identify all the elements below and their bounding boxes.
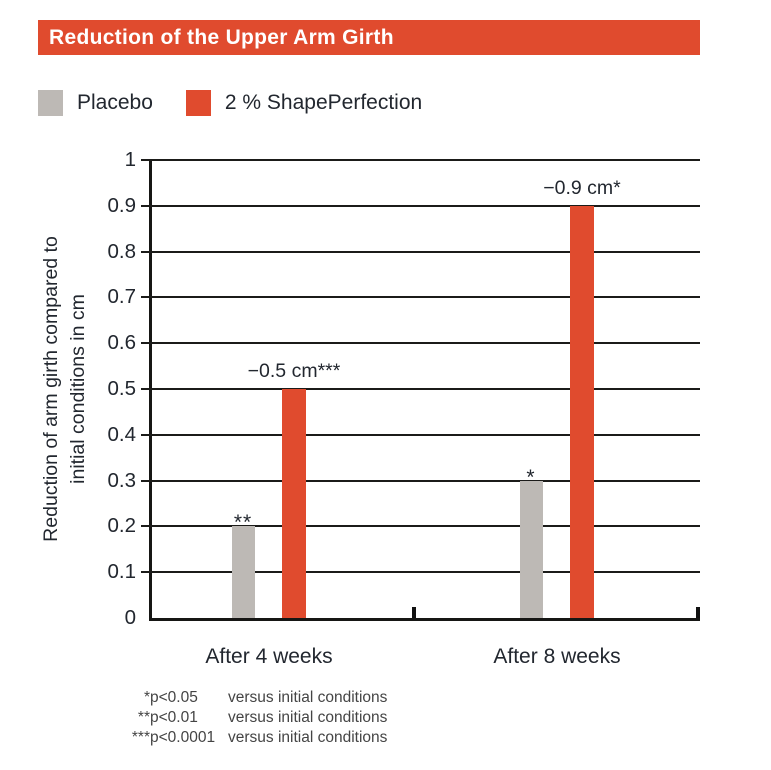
- x-category-label: After 8 weeks: [493, 645, 621, 668]
- bar-shapeperfection-2: [570, 206, 594, 618]
- x-category-label: After 4 weeks: [205, 645, 333, 668]
- x-axis-tick: [412, 607, 416, 618]
- footnote-pvalue: p<0.0001: [150, 729, 216, 746]
- footnotes: * p<0.05 versus initial conditions ** p<…: [124, 688, 388, 748]
- legend-label-shapeperfection: 2 % ShapePerfection: [224, 91, 423, 114]
- footnote-text: versus initial conditions: [228, 729, 388, 746]
- bar-value-label: *: [526, 466, 536, 489]
- y-tick-label: 1: [124, 148, 136, 171]
- gridline: [141, 342, 700, 345]
- y-tick-label: 0.4: [107, 422, 137, 446]
- footnote-stars: **: [137, 709, 150, 726]
- plot-area: 0 0.1 0.2 0.3 0.4 0.5 0.6 0.7 0.8 0.9 1 ** * −0.5 cm*…: [108, 148, 700, 668]
- bar-value-label: **: [233, 511, 253, 534]
- legend-item-shapeperfection: 2 % ShapePerfection: [185, 90, 423, 116]
- y-tick-label: 0.3: [107, 468, 137, 492]
- bar-placebo-2: [519, 481, 543, 618]
- shapeperfection-swatch-icon: [185, 90, 211, 116]
- bar-value-label: −0.9 cm*: [543, 177, 621, 199]
- chart-title: Reduction of the Upper Arm Girth: [49, 26, 394, 49]
- legend-label-placebo: Placebo: [77, 91, 153, 114]
- gridline: [141, 159, 700, 161]
- legend: Placebo 2 % ShapePerfection: [38, 90, 422, 116]
- bar-value-label: −0.5 cm***: [247, 360, 341, 382]
- y-tick-label: 0.6: [107, 331, 137, 355]
- gridline: [141, 250, 700, 253]
- gridline: [141, 433, 700, 436]
- gridline: [141, 525, 700, 528]
- legend-item-placebo: Placebo: [38, 90, 153, 116]
- y-axis-title-wrap: Reduction of arm girth compared to initi…: [28, 160, 102, 618]
- y-tick-label: 0: [124, 606, 136, 629]
- gridline: [141, 388, 700, 390]
- footnote-pvalue: p<0.01: [150, 709, 198, 726]
- footnote-row: * p<0.05 versus initial conditions: [124, 688, 387, 708]
- y-tick-label: 0.8: [107, 239, 137, 263]
- footnote-stars: ***: [131, 729, 150, 746]
- placebo-swatch-icon: [38, 90, 63, 116]
- chart-title-bar: Reduction of the Upper Arm Girth: [38, 20, 700, 55]
- bar-shapeperfection-1: [282, 389, 306, 618]
- y-tick-label: 0.5: [107, 377, 137, 400]
- footnote-stars: *: [143, 689, 150, 706]
- gridline: [141, 571, 700, 574]
- footnote-pvalue: p<0.05: [150, 689, 198, 706]
- y-axis-title-line2: initial conditions in cm: [67, 294, 89, 484]
- y-tick-label: 0.9: [107, 193, 137, 217]
- x-axis-tick: [696, 607, 700, 618]
- y-tick-label: 0.2: [107, 514, 137, 538]
- y-axis-title: Reduction of arm girth compared to initi…: [38, 236, 92, 542]
- y-axis-title-line1: Reduction of arm girth compared to: [40, 236, 62, 542]
- footnote-row: *** p<0.0001 versus initial conditions: [124, 728, 388, 748]
- footnote-text: versus initial conditions: [228, 689, 388, 706]
- gridline: [141, 296, 700, 299]
- gridline: [141, 204, 700, 207]
- footnote-text: versus initial conditions: [228, 709, 388, 726]
- y-tick-label: 0.1: [107, 560, 137, 584]
- gridline: [141, 479, 700, 482]
- y-tick-label: 0.7: [107, 285, 137, 309]
- bar-placebo-1: [231, 526, 255, 618]
- footnote-row: ** p<0.01 versus initial conditions: [124, 708, 387, 728]
